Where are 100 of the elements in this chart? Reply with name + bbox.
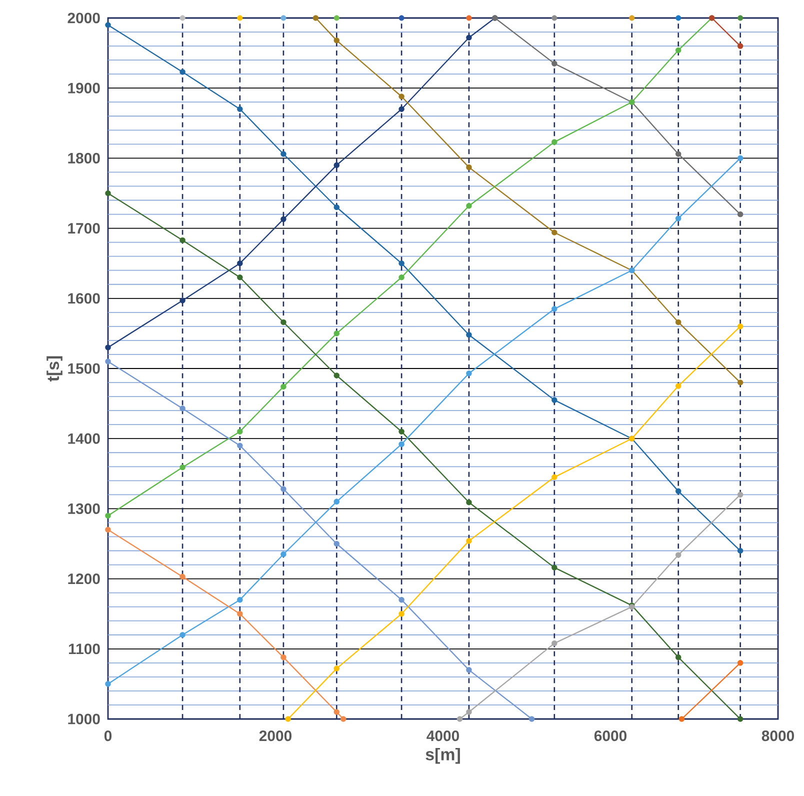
point — [737, 155, 744, 162]
point — [552, 230, 558, 236]
point — [237, 274, 243, 280]
point — [466, 202, 472, 209]
point — [466, 538, 472, 544]
point — [398, 428, 404, 434]
x-tick-label: 2000 — [259, 730, 292, 742]
point — [180, 237, 186, 244]
point — [180, 574, 186, 580]
point — [466, 709, 472, 715]
point — [552, 397, 558, 403]
y-tick-label: 1000 — [68, 714, 100, 724]
point — [280, 551, 286, 558]
point — [675, 654, 682, 660]
point — [280, 319, 286, 326]
point — [105, 681, 111, 687]
point — [237, 428, 243, 434]
y-tick-label: 1500 — [68, 363, 100, 374]
point — [280, 216, 286, 222]
point — [552, 564, 558, 570]
y-tick-label: 1800 — [68, 152, 100, 164]
point — [237, 610, 243, 617]
point — [105, 344, 111, 350]
point — [466, 667, 472, 673]
point — [237, 260, 243, 266]
point — [398, 274, 404, 280]
point — [466, 34, 472, 41]
point — [334, 666, 340, 672]
point — [280, 486, 286, 492]
y-tick-label: 1400 — [68, 433, 100, 444]
point — [334, 498, 340, 505]
point — [180, 298, 186, 304]
point — [280, 384, 286, 390]
point — [280, 654, 286, 660]
point — [466, 370, 472, 376]
point — [398, 106, 404, 112]
y-tick-label: 1700 — [68, 223, 100, 234]
point — [105, 512, 111, 519]
point — [237, 596, 243, 603]
point — [629, 15, 635, 21]
point — [334, 38, 340, 44]
y-tick-label: 1600 — [68, 293, 100, 304]
point — [552, 15, 558, 21]
point — [334, 204, 340, 210]
point — [675, 319, 682, 326]
point — [737, 492, 744, 498]
point — [675, 47, 682, 54]
point — [237, 106, 243, 112]
y-tick-label: 2000 — [68, 12, 100, 24]
point — [180, 406, 186, 412]
point — [280, 15, 286, 21]
point — [334, 540, 340, 547]
point — [105, 526, 111, 533]
point — [334, 372, 340, 378]
x-tick-label: 6000 — [594, 730, 626, 742]
point — [675, 383, 682, 389]
point — [466, 15, 472, 21]
point — [552, 640, 558, 646]
point — [456, 716, 463, 722]
point — [334, 15, 340, 21]
point — [334, 162, 340, 168]
point — [675, 552, 682, 558]
point — [237, 442, 243, 448]
point — [280, 151, 286, 157]
point — [737, 211, 744, 218]
y-tick-label: 1900 — [68, 82, 100, 94]
point — [398, 610, 404, 617]
point — [466, 164, 472, 170]
x-tick-label: 8000 — [762, 730, 794, 742]
point — [180, 464, 186, 470]
point — [552, 474, 558, 480]
point — [466, 500, 472, 506]
point — [466, 332, 472, 338]
point — [334, 709, 340, 715]
point — [552, 60, 558, 66]
point — [285, 716, 291, 722]
point — [180, 632, 186, 638]
point — [398, 441, 404, 448]
x-tick-label: 4000 — [426, 730, 459, 742]
x-tick-label: 0 — [104, 730, 112, 742]
point — [737, 716, 744, 722]
point — [312, 15, 319, 21]
point — [398, 15, 404, 21]
point — [398, 94, 404, 100]
point — [105, 190, 111, 196]
y-tick-label: 1200 — [68, 574, 100, 584]
point — [105, 22, 111, 28]
y-tick-label: 1300 — [68, 503, 100, 514]
point — [675, 151, 682, 157]
point — [340, 716, 346, 722]
point — [737, 660, 744, 666]
point — [737, 548, 744, 554]
point — [528, 716, 535, 722]
point — [738, 15, 744, 21]
point — [675, 216, 682, 222]
point — [737, 380, 744, 386]
y-tick-label: 1100 — [69, 644, 100, 654]
point — [552, 306, 558, 312]
x-axis-title: s[m] — [426, 748, 460, 764]
point — [398, 596, 404, 603]
